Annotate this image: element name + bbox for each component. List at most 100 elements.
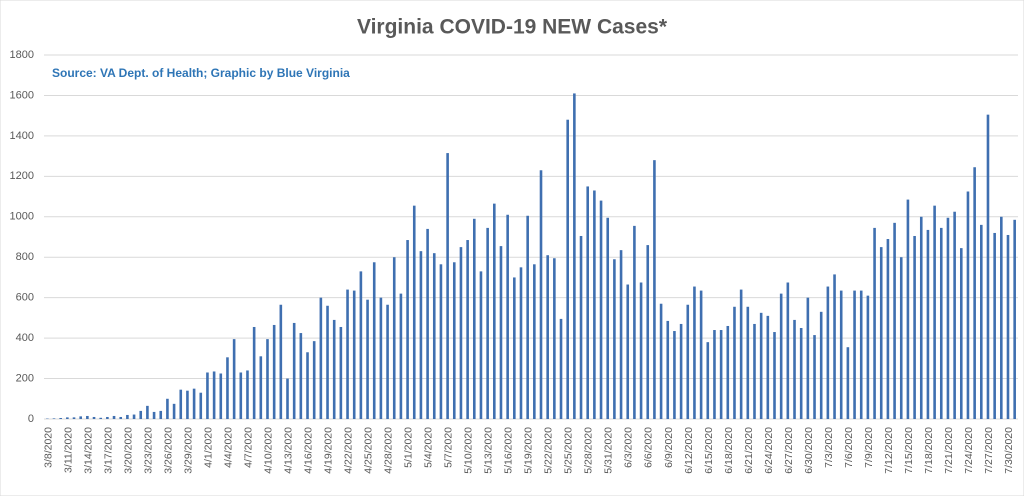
- bar: [399, 293, 403, 419]
- x-tick-label: 3/11/2020: [62, 427, 74, 473]
- bar: [286, 378, 289, 419]
- bar: [272, 324, 276, 419]
- bar: [773, 332, 776, 419]
- bar: [653, 160, 656, 419]
- bar: [132, 414, 136, 419]
- bar: [159, 410, 163, 419]
- bar: [266, 339, 269, 419]
- x-tick-label: 5/28/2020: [583, 427, 595, 474]
- x-tick-label: 7/18/2020: [923, 427, 935, 474]
- x-tick-label: 5/16/2020: [503, 427, 515, 474]
- x-tick-label: 7/3/2020: [823, 427, 835, 468]
- bar: [259, 356, 263, 419]
- bar: [219, 373, 223, 419]
- bar: [519, 267, 523, 419]
- bar: [619, 250, 623, 419]
- bar: [886, 239, 890, 419]
- bar: [766, 315, 770, 419]
- x-tick-label: 7/6/2020: [843, 427, 855, 468]
- bar: [172, 403, 176, 419]
- bar: [299, 333, 303, 419]
- bar: [79, 416, 82, 419]
- bar: [659, 303, 663, 419]
- bar: [466, 240, 469, 419]
- bar: [553, 258, 556, 419]
- bar: [412, 205, 416, 419]
- x-tick-label: 5/25/2020: [563, 427, 575, 474]
- bar: [106, 416, 109, 419]
- y-tick-label: 800: [16, 251, 34, 263]
- bar: [593, 190, 596, 419]
- bar: [779, 293, 783, 419]
- bar: [199, 392, 203, 419]
- bar: [579, 235, 583, 419]
- bar: [639, 282, 643, 419]
- bar: [419, 251, 423, 419]
- bar: [119, 416, 123, 419]
- bar: [746, 306, 750, 419]
- bar: [573, 93, 576, 419]
- bar: [1013, 219, 1016, 419]
- bar: [739, 289, 743, 419]
- bar: [926, 229, 930, 419]
- bar: [606, 217, 610, 419]
- bar: [586, 186, 590, 419]
- bar: [559, 318, 563, 419]
- bar: [279, 304, 283, 419]
- bar: [646, 245, 650, 419]
- bar: [226, 357, 229, 419]
- bar: [212, 371, 216, 419]
- x-tick-label: 6/18/2020: [723, 427, 735, 474]
- bar: [879, 247, 883, 419]
- bar: [806, 297, 810, 419]
- bar: [953, 211, 956, 419]
- bar: [566, 119, 569, 419]
- x-tick-label: 3/17/2020: [102, 427, 114, 474]
- chart-subtitle: Source: VA Dept. of Health; Graphic by B…: [52, 66, 350, 80]
- bar: [699, 290, 703, 419]
- x-tick-label: 5/13/2020: [483, 427, 495, 474]
- x-tick-label: 7/27/2020: [983, 427, 995, 474]
- bar: [993, 232, 996, 419]
- bar: [966, 191, 970, 419]
- x-tick-label: 4/25/2020: [363, 427, 375, 474]
- y-tick-label: 600: [16, 292, 34, 304]
- bar: [819, 311, 823, 419]
- x-tick-label: 3/20/2020: [122, 427, 134, 474]
- bar: [839, 290, 843, 419]
- bar: [326, 305, 329, 419]
- bar: [913, 235, 916, 419]
- bar: [372, 262, 376, 419]
- bar: [252, 326, 256, 419]
- bar: [386, 304, 389, 419]
- bar: [980, 224, 983, 419]
- bar: [59, 417, 62, 419]
- bar: [379, 297, 383, 419]
- x-tick-label: 4/22/2020: [343, 427, 355, 474]
- bar: [306, 352, 309, 419]
- bar: [899, 257, 903, 419]
- bar: [599, 200, 603, 419]
- y-tick-label: 400: [16, 332, 34, 344]
- y-tick-label: 200: [16, 372, 34, 384]
- bar: [126, 414, 129, 419]
- bar: [846, 347, 850, 419]
- bar: [146, 405, 149, 419]
- bar: [626, 284, 630, 419]
- bar: [753, 323, 756, 419]
- bar: [959, 248, 963, 419]
- y-tick-label: 1600: [10, 89, 34, 101]
- bar: [72, 417, 76, 419]
- bar: [206, 372, 209, 419]
- bar: [232, 339, 236, 419]
- bar: [673, 331, 676, 419]
- bar: [472, 218, 476, 419]
- bar: [506, 214, 509, 419]
- bar: [192, 388, 196, 419]
- bar: [239, 372, 243, 419]
- x-tick-label: 4/10/2020: [262, 427, 274, 474]
- x-tick-label: 4/7/2020: [242, 427, 254, 468]
- bar: [666, 320, 670, 419]
- bar: [613, 259, 616, 419]
